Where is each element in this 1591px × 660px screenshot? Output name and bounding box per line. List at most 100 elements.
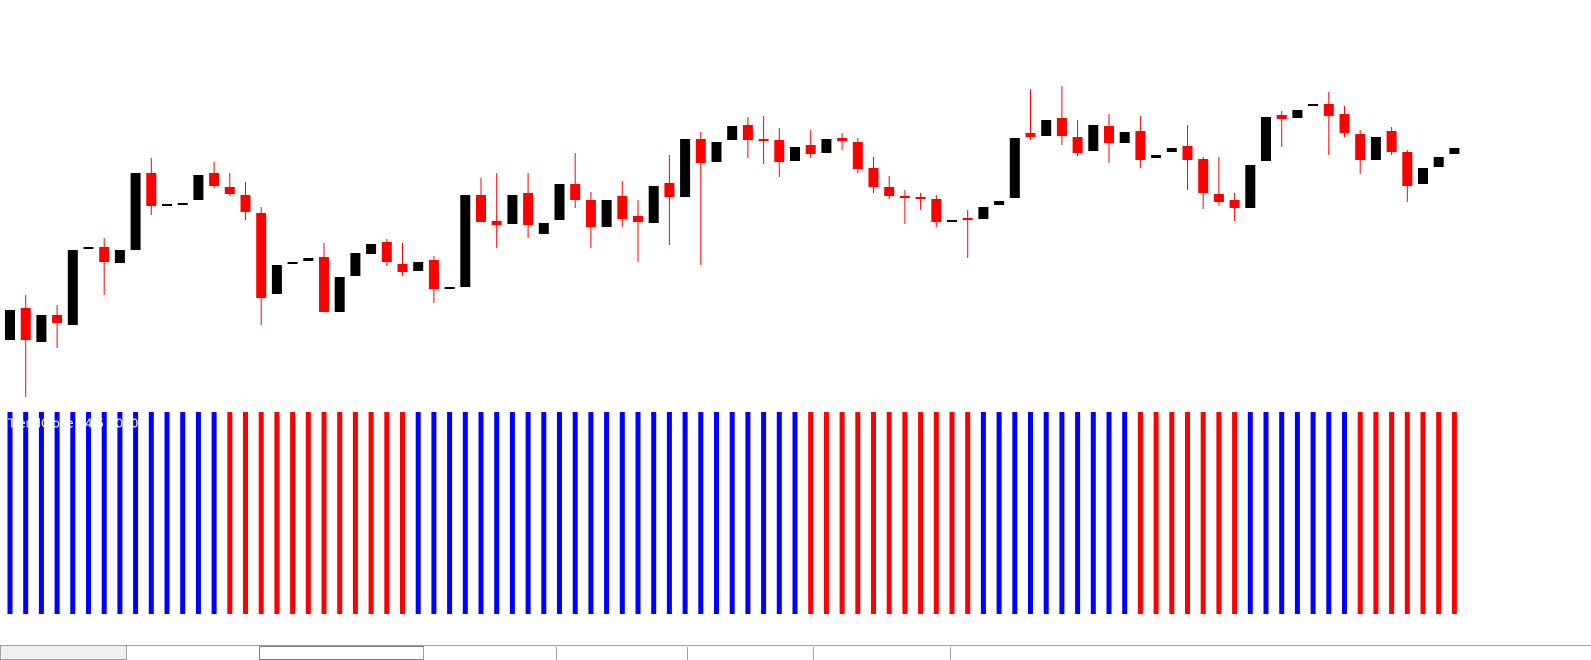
indicator-bar: [101, 412, 107, 614]
candle-body: [742, 125, 753, 140]
candle-body: [1323, 104, 1334, 116]
indicator-bar: [38, 412, 44, 614]
candle-body: [962, 218, 973, 220]
candle-body: [884, 187, 895, 196]
tab[interactable]: [259, 646, 424, 660]
candle-body: [20, 308, 31, 340]
indicator-bar: [211, 412, 217, 614]
indicator-bar: [148, 412, 154, 614]
indicator-bar: [902, 412, 908, 614]
indicator-bar: [117, 412, 123, 614]
indicator-bar: [619, 412, 625, 614]
tab-bar: [0, 645, 1591, 660]
indicator-bar: [23, 412, 29, 614]
candle-body: [162, 204, 172, 206]
indicator-bar: [494, 412, 500, 614]
indicator-bar: [1028, 412, 1033, 614]
candle-body: [1292, 110, 1303, 118]
candle-body: [67, 250, 78, 325]
tab[interactable]: [0, 645, 127, 660]
candle-body: [1449, 148, 1460, 154]
indicator-bar: [1232, 412, 1238, 614]
candle-body: [1418, 168, 1428, 184]
indicator-bar: [1137, 412, 1143, 614]
candle-body: [271, 265, 282, 294]
candle-body: [523, 193, 534, 225]
candle-body: [366, 244, 377, 254]
indicator-bar: [368, 412, 374, 614]
candle-body: [240, 195, 251, 212]
indicator-bar: [1090, 412, 1096, 614]
indicator-bar: [290, 412, 296, 614]
indicator-bar: [682, 412, 688, 614]
indicator-bar: [1420, 412, 1426, 614]
indicator-bar: [180, 412, 186, 614]
candle-body: [915, 197, 926, 199]
candle-body: [538, 223, 549, 234]
indicator-bar: [509, 412, 515, 614]
indicator-bar: [1294, 412, 1300, 614]
candle-body: [1261, 117, 1271, 161]
candle-body: [585, 200, 596, 227]
indicator-bar: [635, 412, 641, 614]
indicator-bar: [745, 412, 751, 614]
candle-body: [1166, 148, 1177, 152]
candle-body: [821, 139, 832, 153]
indicator-bar: [886, 412, 892, 614]
indicator-bar: [462, 412, 468, 614]
indicator-bar: [70, 412, 76, 614]
candle-body: [1198, 159, 1209, 193]
indicator-bar: [243, 412, 248, 614]
indicator-bar: [871, 412, 876, 614]
indicator-bar: [1043, 412, 1049, 614]
indicator-bar: [258, 412, 264, 614]
candle-body: [476, 195, 486, 222]
indicator-bar: [729, 412, 735, 614]
candle-body: [554, 184, 565, 220]
indicator-bar: [1451, 412, 1457, 614]
indicator-bar: [1436, 412, 1442, 614]
indicator-bar: [949, 412, 955, 614]
indicator-bar: [431, 412, 437, 614]
indicator-bar: [525, 412, 531, 614]
indicator-bar: [666, 412, 672, 614]
candle-body: [774, 140, 785, 162]
indicator-bar: [1122, 412, 1128, 614]
indicator-bar: [415, 412, 421, 614]
candle-body: [1402, 152, 1413, 186]
candle-body: [1339, 114, 1350, 133]
indicator-bar: [1012, 412, 1018, 614]
candle-body: [1151, 155, 1162, 158]
indicator-bar: [604, 412, 610, 614]
candle-body: [1213, 194, 1224, 202]
indicator-bar: [1185, 412, 1190, 614]
candle-body: [1229, 200, 1240, 208]
candle-body: [319, 257, 329, 312]
candle-body: [413, 262, 424, 271]
indicator-bar: [227, 412, 233, 614]
indicator-label: TrendClose 14 5 10000: [7, 417, 146, 431]
candle-body: [648, 186, 659, 223]
indicator-bar: [478, 412, 484, 614]
candle-body: [837, 138, 848, 141]
candle-body: [36, 315, 47, 342]
indicator-bar: [352, 412, 358, 614]
candle-body: [146, 173, 157, 206]
candle-body: [1056, 118, 1067, 136]
indicator-bar: [980, 412, 986, 614]
indicator-bar: [776, 412, 782, 614]
candle-body: [1041, 120, 1052, 136]
candle-body: [617, 196, 628, 219]
indicator-bar: [1279, 412, 1285, 614]
indicator-bar: [839, 412, 845, 614]
candle-body: [758, 139, 769, 141]
indicator-bar: [1404, 412, 1410, 614]
candle-body: [1386, 131, 1397, 152]
candle-body: [397, 264, 408, 272]
indicator-bar: [195, 412, 201, 614]
candle-body: [1009, 138, 1020, 198]
indicator-bar: [996, 412, 1002, 614]
indicator-bar: [1216, 412, 1222, 614]
indicator-bar: [54, 412, 60, 614]
